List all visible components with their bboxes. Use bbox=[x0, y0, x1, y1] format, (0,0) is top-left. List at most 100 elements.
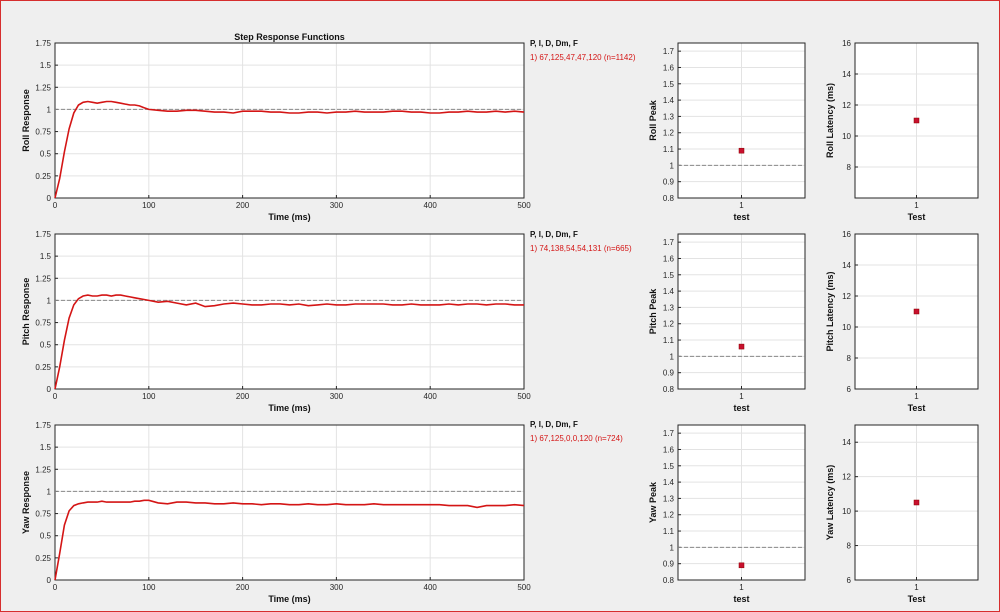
pitch-peak-ytick-label: 1.1 bbox=[663, 336, 675, 345]
pitch-latency-ytick-label: 14 bbox=[842, 261, 851, 270]
roll-legend-entry: 1) 67,125,47,47,120 (n=1142) bbox=[530, 53, 636, 62]
roll-peak-ytick-label: 1.2 bbox=[663, 129, 675, 138]
pitch-latency-data-point bbox=[913, 308, 920, 315]
yaw-response-series-line bbox=[54, 499, 525, 581]
yaw-response-ytick-label: 0 bbox=[47, 576, 52, 585]
roll-latency-ytick-label: 12 bbox=[842, 101, 851, 110]
yaw-peak-xtick-label: 1 bbox=[739, 583, 744, 592]
pitch-latency-ylabel: Pitch Latency (ms) bbox=[825, 271, 835, 351]
yaw-response-ytick-label: 1.25 bbox=[35, 465, 51, 474]
pitch-peak-ytick-label: 1.3 bbox=[663, 303, 675, 312]
pitch-latency-ytick-label: 16 bbox=[842, 230, 851, 239]
roll-latency-plot: 1 8 10 12 14 16 Test Roll Latency (ms) bbox=[825, 39, 979, 222]
yaw-latency-ytick-label: 14 bbox=[842, 438, 851, 447]
pitch-response-ytick-label: 1 bbox=[47, 296, 52, 305]
pitch-response-xtick-label: 300 bbox=[330, 392, 344, 401]
yaw-latency-ytick-label: 12 bbox=[842, 473, 851, 482]
yaw-response-ytick-label: 1.5 bbox=[40, 443, 52, 452]
yaw-peak-ytick-label: 1.2 bbox=[663, 511, 675, 520]
pitch-latency-ytick-label: 12 bbox=[842, 292, 851, 301]
roll-peak-ytick-label: 1.3 bbox=[663, 112, 675, 121]
yaw-response-ylabel: Yaw Response bbox=[21, 471, 31, 534]
yaw-latency-ytick-label: 10 bbox=[842, 507, 851, 516]
yaw-response-ytick-label: 0.25 bbox=[35, 554, 51, 563]
yaw-response-plot-area bbox=[54, 424, 525, 581]
yaw-peak-plot: 1 0.8 0.9 1 1.1 1.2 1.3 1.4 1.5 1.6 1.7 test Yaw Pea… bbox=[648, 424, 806, 604]
yaw-peak-frame bbox=[677, 424, 806, 581]
roll-latency-xlabel: Test bbox=[908, 212, 926, 222]
roll-response-plot: 0 100 200 300 400 500 0 0.25 0.5 0.75 1 1.25 1.5 1.75… bbox=[21, 32, 531, 222]
pitch-response-ytick-label: 0.5 bbox=[40, 341, 52, 350]
roll-peak-data-point bbox=[738, 147, 745, 154]
yaw-peak-xlabel: test bbox=[733, 594, 749, 604]
pitch-latency-ytick-label: 6 bbox=[847, 385, 852, 394]
roll-response-ytick-label: 0.25 bbox=[35, 172, 51, 181]
yaw-peak-ytick-label: 1.4 bbox=[663, 478, 675, 487]
roll-peak-ytick-label: 0.9 bbox=[663, 178, 675, 187]
roll-response-ytick-label: 1.25 bbox=[35, 83, 51, 92]
roll-peak-ytick-label: 1.6 bbox=[663, 63, 675, 72]
yaw-response-ytick-label: 1 bbox=[47, 487, 52, 496]
pitch-response-xtick-label: 400 bbox=[424, 392, 438, 401]
pitch-response-xtick-label: 100 bbox=[142, 392, 156, 401]
roll-peak-ytick-label: 1.4 bbox=[663, 96, 675, 105]
pitch-response-ytick-label: 0.75 bbox=[35, 319, 51, 328]
yaw-response-xtick-label: 400 bbox=[424, 583, 438, 592]
pitch-latency-xtick-label: 1 bbox=[914, 392, 919, 401]
pitch-response-xtick-label: 200 bbox=[236, 392, 250, 401]
yaw-peak-ytick-label: 0.8 bbox=[663, 576, 675, 585]
pitch-peak-ytick-label: 0.8 bbox=[663, 385, 675, 394]
roll-latency-ytick-label: 8 bbox=[847, 163, 852, 172]
yaw-peak-ytick-label: 1 bbox=[670, 543, 675, 552]
yaw-response-ytick-label: 0.5 bbox=[40, 532, 52, 541]
pitch-response-plot-area bbox=[54, 233, 525, 390]
yaw-response-ytick-label: 1.75 bbox=[35, 421, 51, 430]
yaw-peak-ytick-label: 1.7 bbox=[663, 429, 675, 438]
pitch-legend-header: P, I, D, Dm, F bbox=[530, 230, 578, 239]
pitch-response-ylabel: Pitch Response bbox=[21, 278, 31, 346]
pitch-peak-ytick-label: 1.2 bbox=[663, 320, 675, 329]
roll-latency-ytick-label: 16 bbox=[842, 39, 851, 48]
roll-response-xlabel: Time (ms) bbox=[268, 212, 310, 222]
pitch-response-series-line bbox=[54, 294, 524, 390]
roll-peak-ytick-label: 1.5 bbox=[663, 80, 675, 89]
yaw-latency-plot: 1 6 8 10 12 14 Test Yaw Latency (ms) bbox=[825, 424, 979, 604]
yaw-response-plot: 0 100 200 300 400 500 0 0.25 0.5 0.75 1 1.25 1.5 1.75… bbox=[21, 421, 531, 604]
yaw-latency-ytick-label: 8 bbox=[847, 542, 852, 551]
yaw-response-xtick-label: 100 bbox=[142, 583, 156, 592]
pitch-peak-ytick-label: 1 bbox=[670, 352, 675, 361]
roll-latency-frame bbox=[854, 42, 979, 199]
pitch-peak-xtick-label: 1 bbox=[739, 392, 744, 401]
pitch-latency-xlabel: Test bbox=[908, 403, 926, 413]
yaw-legend-header: P, I, D, Dm, F bbox=[530, 420, 578, 429]
pitch-peak-ylabel: Pitch Peak bbox=[648, 288, 658, 335]
pitch-peak-xlabel: test bbox=[733, 403, 749, 413]
pitch-legend-entry: 1) 74,138,54,54,131 (n=665) bbox=[530, 244, 632, 253]
roll-peak-plot: 1 0.8 0.9 1 1.1 1.2 1.3 1.4 1.5 1.6 1.7 test Roll Pe… bbox=[648, 42, 806, 222]
roll-legend-header: P, I, D, Dm, F bbox=[530, 39, 578, 48]
roll-response-ytick-label: 0.75 bbox=[35, 128, 51, 137]
pitch-peak-frame bbox=[677, 233, 806, 390]
pitch-peak-ytick-label: 0.9 bbox=[663, 369, 675, 378]
roll-peak-xlabel: test bbox=[733, 212, 749, 222]
roll-response-ytick-label: 1.75 bbox=[35, 39, 51, 48]
pitch-response-ytick-label: 1.25 bbox=[35, 274, 51, 283]
roll-response-xtick-label: 500 bbox=[517, 201, 531, 210]
pitch-response-xlabel: Time (ms) bbox=[268, 403, 310, 413]
roll-response-series-line bbox=[54, 100, 525, 199]
yaw-peak-ytick-label: 1.5 bbox=[663, 462, 675, 471]
roll-latency-ytick-label: 14 bbox=[842, 70, 851, 79]
roll-response-ytick-label: 1.5 bbox=[40, 61, 52, 70]
roll-latency-xtick-label: 1 bbox=[914, 201, 919, 210]
pitch-response-xtick-label: 500 bbox=[517, 392, 531, 401]
pitch-peak-ytick-label: 1.6 bbox=[663, 254, 675, 263]
roll-peak-ylabel: Roll Peak bbox=[648, 99, 658, 141]
roll-response-xtick-label: 400 bbox=[424, 201, 438, 210]
pitch-peak-ytick-label: 1.4 bbox=[663, 287, 675, 296]
roll-peak-ytick-label: 1.7 bbox=[663, 47, 675, 56]
roll-response-title: Step Response Functions bbox=[234, 32, 345, 42]
roll-latency-ylabel: Roll Latency (ms) bbox=[825, 83, 835, 158]
roll-response-ytick-label: 1 bbox=[47, 105, 52, 114]
